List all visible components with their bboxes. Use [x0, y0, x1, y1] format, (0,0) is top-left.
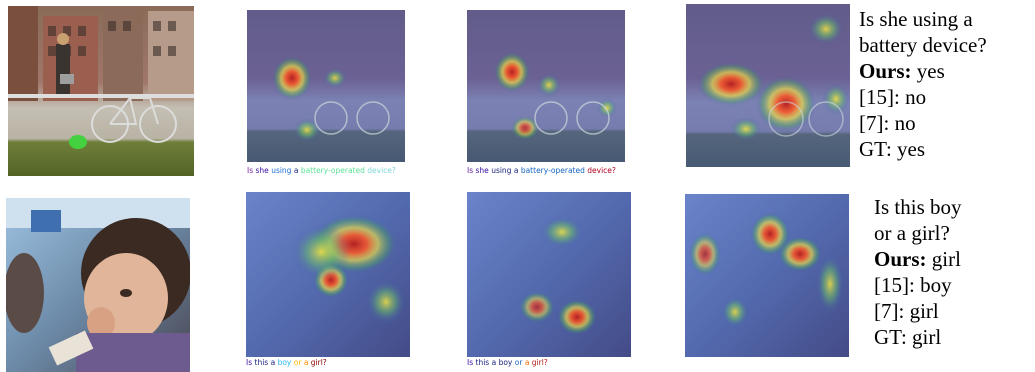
attention-map-row1-col3	[467, 10, 625, 162]
question-line2: or a girl?	[874, 221, 950, 245]
caption-word: this	[254, 358, 271, 367]
ref15-answer: [15]: boy	[874, 273, 952, 297]
caption-word: Is	[247, 166, 256, 175]
caption-word: using	[271, 166, 294, 175]
caption-word: a	[513, 166, 521, 175]
question-line1: Is this boy	[874, 195, 962, 219]
caption-word: a	[303, 358, 311, 367]
word-attention-caption-row1-col3: Is she using a battery-operated device?	[467, 166, 616, 175]
caption-word: using	[491, 166, 514, 175]
caption-word: Is	[246, 358, 255, 367]
caption-word: or	[293, 358, 304, 367]
caption-word: boy	[498, 358, 515, 367]
qa-block-row2: Is this boy or a girl? Ours: girl [15]: …	[874, 194, 962, 350]
caption-word: device?	[367, 166, 396, 175]
caption-word: she	[475, 166, 492, 175]
caption-word: boy	[277, 358, 294, 367]
word-attention-caption-row2-col3: Is this a boy or a girl?	[467, 358, 548, 367]
caption-word: a	[491, 358, 499, 367]
attention-map-row2-col3	[467, 192, 631, 357]
caption-word: a	[270, 358, 278, 367]
caption-word: this	[475, 358, 492, 367]
ground-truth-answer: GT: yes	[859, 137, 926, 161]
ref15-answer: [15]: no	[859, 85, 927, 109]
caption-word: girl?	[531, 358, 548, 367]
original-image-bicycle	[8, 6, 194, 176]
ours-answer-line: Ours: girl	[874, 246, 962, 272]
attention-map-row2-col4	[685, 194, 849, 357]
ours-label: Ours:	[859, 59, 912, 83]
attention-map-row2-col2	[246, 192, 410, 357]
ours-label: Ours:	[874, 247, 927, 271]
ref7-answer: [7]: girl	[874, 299, 939, 323]
caption-word: device?	[587, 166, 616, 175]
word-attention-caption-row2-col2: Is this a boy or a girl?	[246, 358, 327, 367]
caption-word: or	[514, 358, 525, 367]
caption-word: battery-operated	[300, 166, 368, 175]
caption-word: Is	[467, 358, 476, 367]
caption-word: Is	[467, 166, 476, 175]
example-row-1: Is she using a battery-operated device? …	[0, 0, 1035, 180]
qa-block-row1: Is she using a battery device? Ours: yes…	[859, 6, 987, 162]
attention-map-row1-col2	[247, 10, 405, 162]
ours-answer: girl	[931, 247, 961, 271]
caption-word: girl?	[310, 358, 327, 367]
caption-word: battery-operated	[520, 166, 588, 175]
word-attention-caption-row1-col2: Is she using a battery-operated device?	[247, 166, 396, 175]
ref7-answer: [7]: no	[859, 111, 916, 135]
caption-word: she	[255, 166, 272, 175]
caption-word: a	[293, 166, 301, 175]
example-row-2: Is this a boy or a girl? Is this a boy o…	[0, 190, 1035, 372]
caption-word: a	[524, 358, 532, 367]
question-line1: Is she using a	[859, 7, 973, 31]
attention-map-row1-col4	[686, 4, 850, 167]
ours-answer-line: Ours: yes	[859, 58, 987, 84]
ours-answer: yes	[916, 59, 945, 83]
original-image-child	[6, 198, 190, 372]
ground-truth-answer: GT: girl	[874, 325, 942, 349]
question-line2: battery device?	[859, 33, 987, 57]
